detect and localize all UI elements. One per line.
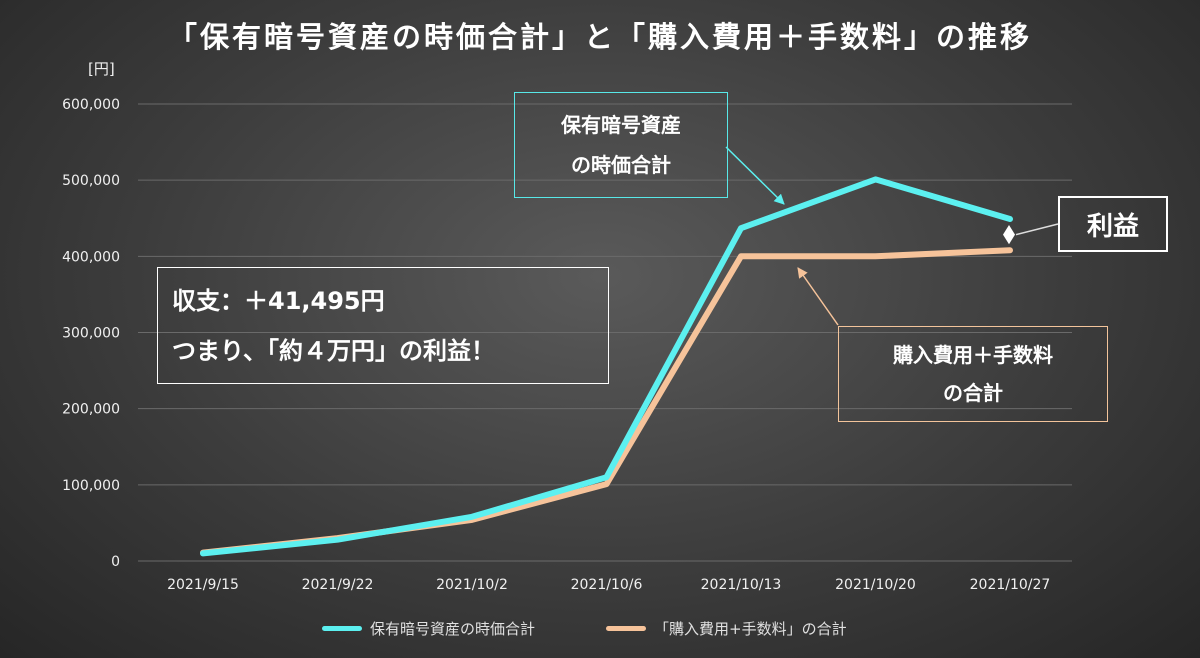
x-tick-label: 2021/9/22 <box>302 577 374 593</box>
cost-callout-line-1: 購入費用＋手数料 <box>893 343 1053 367</box>
cost-callout-line-2: の合計 <box>943 381 1003 405</box>
chart-title: 「保有暗号資産の時価合計」と「購入費用＋手数料」の推移 <box>167 20 1032 54</box>
legend-item-cost: 「購入費用+手数料」の合計 <box>606 618 847 639</box>
holdings-line <box>200 176 1013 557</box>
y-tick-label: 200,000 <box>62 402 120 418</box>
profit-callout: 利益 <box>1058 196 1168 252</box>
x-tick-label: 2021/10/27 <box>970 577 1051 593</box>
y-tick-label: 400,000 <box>62 249 120 265</box>
summary-box: 収支：＋41,495円 つまり、「約４万円」の利益！ <box>157 267 609 384</box>
x-axis-ticks: 2021/9/15 2021/9/22 2021/10/2 2021/10/6 2021… <box>167 577 1050 593</box>
y-tick-label: 500,000 <box>62 173 120 189</box>
y-axis-ticks: 0 100,000 200,000 300,000 400,000 500,000 600,… <box>62 97 120 570</box>
cost-callout: 購入費用＋手数料 の合計 <box>838 326 1108 422</box>
x-tick-label: 2021/10/6 <box>571 577 643 593</box>
y-tick-label: 0 <box>111 554 120 570</box>
y-axis-unit-label: [円] <box>88 60 115 78</box>
summary-line-2: つまり、「約４万円」の利益！ <box>172 336 496 365</box>
profit-marker <box>1003 225 1015 245</box>
legend-item-holdings: 保有暗号資産の時価合計 <box>322 618 535 639</box>
y-tick-label: 300,000 <box>62 326 120 342</box>
holdings-callout-line-2: の時価合計 <box>571 153 671 177</box>
holdings-callout-line-1: 保有暗号資産 <box>561 113 681 137</box>
legend-label-cost: 「購入費用+手数料」の合計 <box>654 620 847 638</box>
y-tick-label: 600,000 <box>62 97 120 113</box>
legend-label-holdings: 保有暗号資産の時価合計 <box>370 620 536 638</box>
y-tick-label: 100,000 <box>62 478 120 494</box>
cost-callout-arrow <box>797 267 839 326</box>
legend-swatch-cost <box>606 626 646 631</box>
profit-leader-line <box>1015 223 1059 236</box>
x-tick-label: 2021/9/15 <box>167 577 239 593</box>
summary-line-1: 収支：＋41,495円 <box>172 286 385 315</box>
holdings-callout-arrow <box>725 146 785 205</box>
legend-swatch-holdings <box>322 626 362 631</box>
holdings-callout: 保有暗号資産 の時価合計 <box>514 92 728 198</box>
x-tick-label: 2021/10/13 <box>701 577 782 593</box>
x-tick-label: 2021/10/20 <box>835 577 916 593</box>
x-tick-label: 2021/10/2 <box>436 577 508 593</box>
series-lines <box>200 176 1013 557</box>
callout-arrows <box>725 146 1059 326</box>
